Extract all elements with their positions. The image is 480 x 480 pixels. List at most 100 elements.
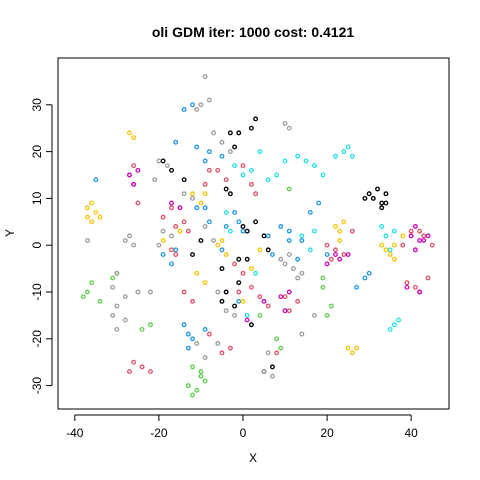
data-point [114, 270, 120, 276]
data-point [194, 387, 200, 393]
data-point [391, 256, 397, 262]
data-point [173, 224, 179, 229]
data-point [89, 200, 95, 206]
data-point [307, 247, 313, 253]
data-point [148, 289, 153, 295]
data-point [282, 158, 288, 164]
data-point [236, 130, 242, 136]
data-point [194, 144, 200, 150]
data-point [278, 345, 284, 351]
data-point [286, 308, 292, 314]
data-point [299, 233, 305, 239]
data-point [181, 322, 187, 328]
data-point [286, 289, 292, 295]
data-point [274, 336, 280, 342]
data-point [169, 247, 174, 253]
data-point [177, 228, 183, 234]
points-layer [80, 74, 435, 398]
data-point [307, 209, 313, 215]
data-point [127, 369, 132, 375]
data-point [282, 121, 288, 126]
data-point [429, 242, 435, 248]
data-point [341, 252, 347, 258]
data-point [320, 284, 326, 290]
data-point [387, 247, 393, 253]
data-point [227, 149, 233, 155]
data-point [286, 228, 292, 234]
plot-area-border [57, 57, 450, 410]
data-point [156, 242, 162, 248]
data-point [383, 191, 389, 197]
data-point [135, 167, 141, 173]
x-axis: -40 -20 0 20 40 [66, 414, 418, 440]
x-tick-label: 20 [320, 426, 334, 440]
y-tick-label: 20 [30, 145, 44, 159]
data-point [290, 266, 296, 272]
data-point [278, 294, 284, 300]
data-point [206, 97, 212, 103]
data-point [261, 298, 267, 304]
data-point [286, 252, 292, 258]
data-point [383, 200, 389, 206]
data-point [190, 191, 195, 197]
data-point [387, 326, 393, 332]
data-point [114, 326, 120, 332]
data-point [190, 298, 195, 304]
data-point [345, 144, 351, 150]
y-axis-label: Y [3, 229, 17, 237]
data-point [295, 298, 301, 304]
data-point [354, 345, 359, 351]
data-point [206, 167, 212, 173]
data-point [223, 209, 229, 215]
data-point [257, 294, 263, 300]
data-point [244, 256, 250, 262]
data-point [215, 289, 221, 295]
data-point [248, 181, 254, 187]
data-point [114, 303, 120, 309]
data-point [223, 308, 229, 314]
data-point [190, 392, 195, 398]
data-point [227, 345, 233, 351]
data-point [265, 247, 271, 253]
data-point [131, 242, 137, 248]
data-point [295, 153, 301, 159]
data-point [211, 130, 217, 136]
data-point [160, 228, 166, 234]
data-point [312, 163, 317, 169]
data-point [286, 238, 292, 243]
data-point [312, 312, 317, 318]
data-point [110, 312, 116, 318]
data-point [366, 270, 372, 276]
data-point [227, 130, 233, 136]
data-point [400, 242, 406, 248]
data-point [324, 261, 330, 267]
data-point [391, 322, 397, 328]
data-point [223, 224, 229, 229]
data-point [206, 331, 212, 337]
data-point [299, 331, 305, 337]
data-point [135, 200, 141, 206]
data-point [248, 284, 254, 290]
data-point [127, 172, 132, 178]
data-point [257, 312, 263, 318]
data-point [181, 107, 187, 112]
data-point [282, 294, 288, 300]
data-point [202, 191, 208, 197]
data-point [80, 294, 86, 300]
data-point [219, 298, 225, 304]
data-point [316, 200, 322, 206]
data-point [223, 186, 229, 192]
data-point [215, 341, 221, 346]
data-point [337, 256, 343, 262]
data-point [240, 228, 246, 234]
data-point [194, 341, 200, 346]
data-point [328, 303, 334, 309]
data-point [421, 238, 427, 243]
data-point [349, 228, 355, 234]
data-point [349, 350, 355, 356]
data-point [93, 177, 99, 183]
data-point [232, 144, 238, 150]
data-point [417, 228, 423, 234]
data-point [202, 326, 208, 332]
